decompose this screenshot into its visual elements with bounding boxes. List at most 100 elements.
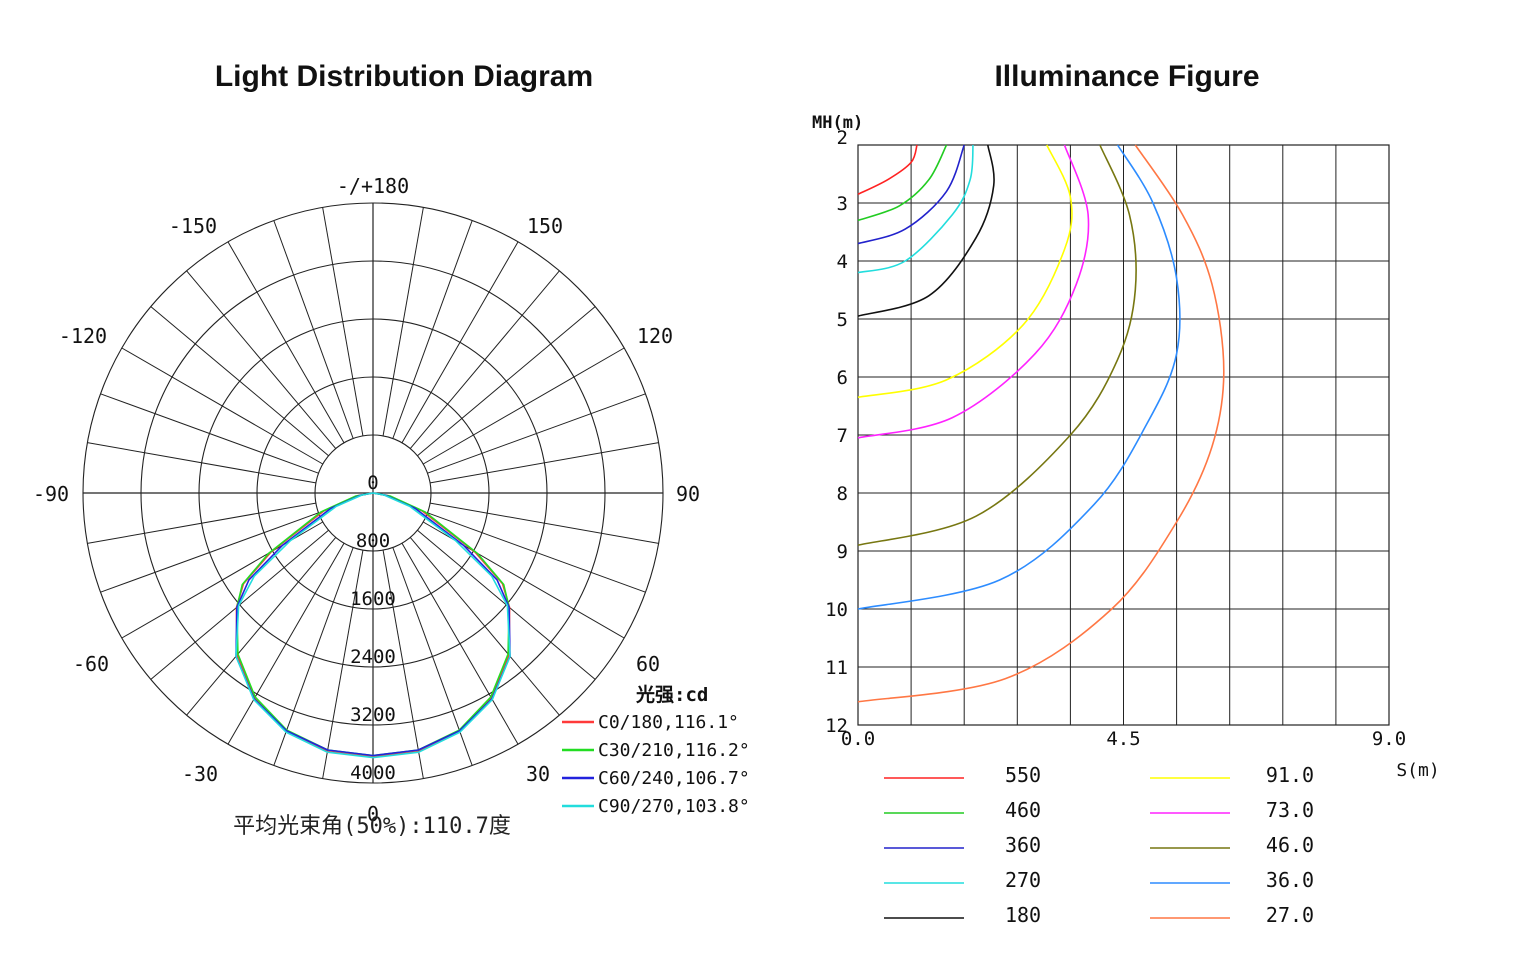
polar-legend-label: C60/240,106.7° — [598, 768, 750, 789]
illuminance-y-tick: 5 — [837, 309, 848, 331]
illuminance-grid — [857, 144, 1390, 726]
polar-legend-label: C90/270,103.8° — [598, 796, 750, 817]
polar-spoke — [273, 547, 354, 766]
polar-angle-label: 90 — [676, 482, 700, 506]
polar-spoke — [430, 502, 659, 544]
polar-spoke — [427, 512, 646, 593]
illuminance-legend-label: 27.0 — [1266, 903, 1314, 927]
polar-unit-label: 光强:cd — [635, 683, 708, 706]
illuminance-y-tick: 10 — [825, 599, 848, 621]
polar-radial-tick: 3200 — [350, 704, 396, 726]
polar-spoke — [100, 393, 319, 474]
illuminance-x-axis-label: S(m) — [1396, 760, 1439, 781]
polar-angle-label: -90 — [33, 482, 69, 506]
polar-grid — [82, 202, 664, 784]
polar-spoke — [186, 270, 337, 449]
polar-angle-label: -/+180 — [337, 174, 409, 198]
illuminance-legend-label: 180 — [1005, 903, 1041, 927]
polar-radial-tick: 2400 — [350, 646, 396, 668]
polar-spoke — [417, 306, 596, 457]
illuminance-legend: 550 460 360 270 180 91.0 73.0 46.0 36.0 27.0 — [884, 763, 1314, 927]
polar-beam-angle-footer: 平均光束角(50%):110.7度 — [233, 814, 511, 839]
illuminance-y-tick: 9 — [837, 541, 848, 563]
polar-spoke — [427, 393, 646, 474]
polar-spoke — [87, 442, 316, 484]
polar-curve-c2 — [235, 492, 511, 757]
polar-spoke — [150, 306, 329, 457]
illuminance-x-tick: 9.0 — [1372, 728, 1406, 750]
polar-spoke — [392, 547, 473, 766]
polar-legend: C0/180,116.1° C30/210,116.2° C60/240,106.7… — [562, 712, 750, 817]
illuminance-y-tick: 12 — [825, 715, 848, 737]
polar-spoke — [227, 542, 345, 745]
polar-spoke — [87, 502, 316, 544]
polar-angle-label: -150 — [169, 214, 217, 238]
polar-spoke — [227, 241, 345, 444]
illuminance-chart-title: Illuminance Figure — [994, 60, 1260, 93]
illuminance-y-tick: 6 — [837, 367, 848, 389]
polar-spoke — [322, 207, 364, 436]
polar-spoke — [401, 542, 519, 745]
illuminance-y-tick: 3 — [837, 193, 848, 215]
illuminance-curve-6 — [857, 144, 1090, 439]
polar-curve-c3 — [235, 492, 511, 759]
polar-spoke — [382, 207, 424, 436]
polar-spoke — [382, 550, 424, 779]
polar-curves — [235, 492, 511, 759]
illuminance-curve-2 — [857, 144, 965, 245]
polar-spoke — [392, 220, 473, 439]
illuminance-legend-label: 270 — [1005, 868, 1041, 892]
polar-radial-tick: 800 — [356, 530, 390, 552]
illuminance-legend-label: 46.0 — [1266, 833, 1314, 857]
illuminance-y-tick: 2 — [837, 127, 848, 149]
illuminance-legend-label: 73.0 — [1266, 798, 1314, 822]
illuminance-legend-label: 360 — [1005, 833, 1041, 857]
polar-angle-labels: -/+180 150 120 90 60 30 0 -30 -60 -90 -120 -150 — [33, 174, 700, 826]
polar-angle-label: 0 — [367, 802, 379, 826]
illuminance-x-tick: 4.5 — [1106, 728, 1140, 750]
polar-spoke — [409, 537, 560, 716]
polar-spoke — [430, 442, 659, 484]
illuminance-y-tick: 7 — [837, 425, 848, 447]
illuminance-curves — [857, 144, 1225, 703]
polar-angle-label: 30 — [526, 762, 550, 786]
polar-legend-label: C0/180,116.1° — [598, 712, 739, 733]
polar-spoke — [422, 347, 625, 465]
illuminance-y-tick: 11 — [825, 657, 848, 679]
illuminance-curve-9 — [857, 144, 1225, 703]
polar-radial-tick: 0 — [367, 472, 378, 494]
polar-spoke — [401, 241, 519, 444]
polar-angle-label: 120 — [637, 324, 673, 348]
polar-angle-label: -120 — [59, 324, 107, 348]
illuminance-y-tick: 8 — [837, 483, 848, 505]
polar-spoke — [409, 270, 560, 449]
illuminance-curve-8 — [857, 144, 1181, 610]
polar-spoke — [273, 220, 354, 439]
polar-spoke — [322, 550, 364, 779]
polar-angle-label: -30 — [182, 762, 218, 786]
polar-chart-title: Light Distribution Diagram — [214, 60, 594, 93]
illuminance-curve-7 — [857, 144, 1137, 546]
polar-radial-tick: 1600 — [350, 588, 396, 610]
polar-legend-label: C30/210,116.2° — [598, 740, 750, 761]
polar-angle-label: -60 — [73, 652, 109, 676]
illuminance-curve-3 — [857, 144, 974, 274]
polar-spoke — [121, 347, 324, 465]
illuminance-x-tick: 0.0 — [841, 728, 875, 750]
polar-radial-ticks: 0 800 1600 2400 3200 4000 — [350, 472, 396, 784]
polar-radial-tick: 4000 — [350, 762, 396, 784]
polar-angle-label: 60 — [636, 652, 660, 676]
polar-spoke — [100, 512, 319, 593]
illuminance-y-axis-label: MH(m) — [812, 113, 863, 133]
illuminance-y-ticks: 2 3 4 5 6 7 8 9 10 11 12 — [825, 127, 848, 737]
polar-angle-label: 150 — [527, 214, 563, 238]
illuminance-curve-5 — [857, 144, 1073, 399]
illuminance-x-ticks: 0.0 4.5 9.0 — [841, 728, 1406, 750]
illuminance-legend-label: 36.0 — [1266, 868, 1314, 892]
polar-spoke — [186, 537, 337, 716]
illuminance-legend-label: 91.0 — [1266, 763, 1314, 787]
illuminance-curve-0 — [857, 144, 918, 196]
illuminance-curve-1 — [857, 144, 948, 222]
